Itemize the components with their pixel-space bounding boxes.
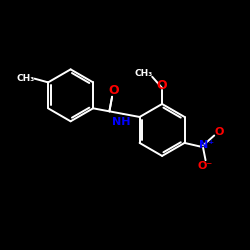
Text: O⁻: O⁻ [198,162,213,172]
Text: NH: NH [112,118,131,128]
Text: O: O [157,79,168,92]
Text: CH₃: CH₃ [134,68,153,78]
Text: CH₃: CH₃ [17,74,35,83]
Text: N⁺: N⁺ [199,140,214,150]
Text: O: O [214,127,224,137]
Text: O: O [108,84,118,97]
